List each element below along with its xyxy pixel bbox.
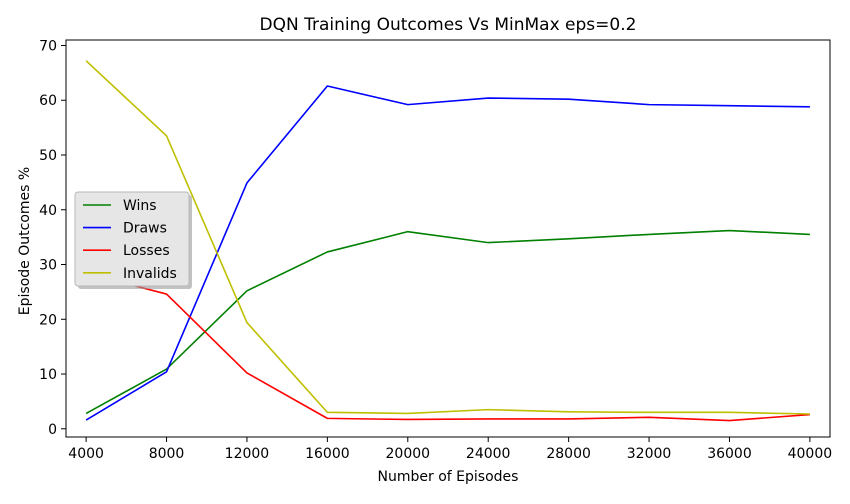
x-tick-label: 36000: [707, 446, 752, 462]
y-axis-label: Episode Outcomes %: [17, 167, 33, 315]
x-axis-label: Number of Episodes: [378, 469, 519, 485]
y-tick-label: 0: [48, 422, 57, 438]
series-line-wins: [85, 229, 810, 415]
x-tick-label: 12000: [225, 446, 270, 462]
series-line-invalids: [85, 60, 810, 415]
legend: Wins Draws Losses Invalids: [74, 191, 192, 289]
x-tick-label: 4000: [68, 446, 104, 462]
legend-label-invalids: Invalids: [123, 266, 177, 282]
legend-label-losses: Losses: [123, 243, 170, 259]
y-tick-label: 60: [39, 93, 57, 109]
legend-box: [74, 191, 190, 287]
y-tick-label: 70: [39, 38, 57, 54]
plot-frame: [65, 39, 831, 438]
plot-area: 4000 8000 12000 16000 20000 24000 28000 32000 36…: [39, 38, 832, 462]
y-tick-label: 30: [39, 258, 57, 274]
chart-title: DQN Training Outcomes Vs MinMax eps=0.2: [260, 15, 637, 35]
x-tick-label: 32000: [627, 446, 672, 462]
series-line-draws: [85, 85, 810, 421]
x-tick-label: 24000: [466, 446, 511, 462]
y-tick-label: 20: [39, 312, 57, 328]
x-tick-label: 8000: [149, 446, 185, 462]
legend-label-draws: Draws: [123, 221, 167, 237]
y-tick-label: 40: [39, 203, 57, 219]
x-tick-label: 20000: [386, 446, 431, 462]
x-tick-label: 40000: [788, 446, 833, 462]
x-tick-label: 16000: [305, 446, 350, 462]
y-tick-label: 10: [39, 367, 57, 383]
series-line-losses: [85, 272, 810, 422]
legend-label-wins: Wins: [123, 198, 157, 214]
y-tick-label: 50: [39, 148, 57, 164]
x-tick-label: 28000: [546, 446, 591, 462]
